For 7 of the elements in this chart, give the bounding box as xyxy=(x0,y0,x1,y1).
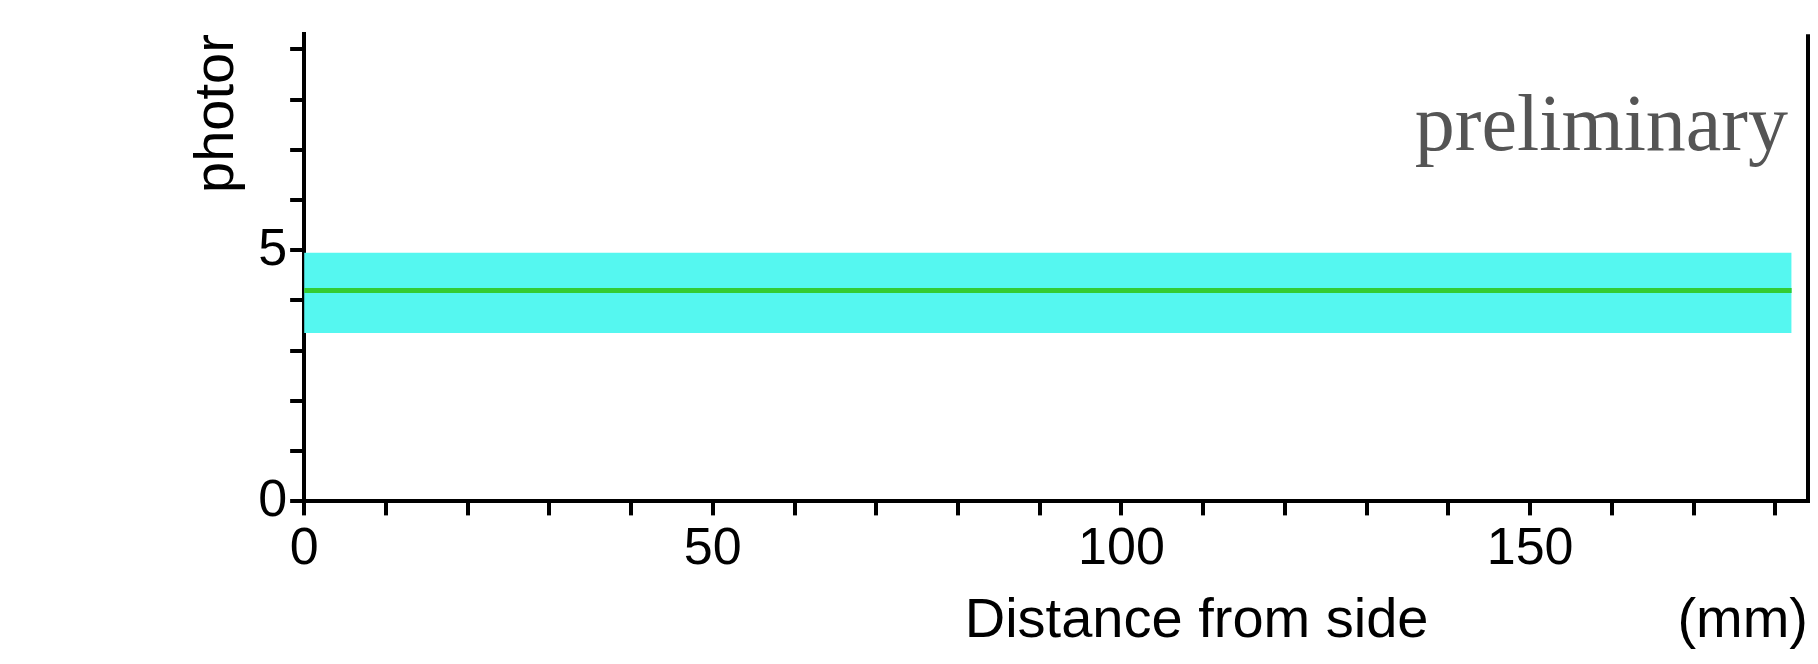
x-tick-label: 150 xyxy=(1486,516,1574,575)
y-tick-label: 5 xyxy=(258,217,288,276)
x-tick-label: 100 xyxy=(1078,516,1165,575)
x-axis-title: Distance from side (mm) xyxy=(964,585,1808,649)
annotation: preliminary xyxy=(1414,79,1788,168)
x-tick-label: 50 xyxy=(683,516,742,575)
y-axis-title: photor xyxy=(182,34,246,193)
